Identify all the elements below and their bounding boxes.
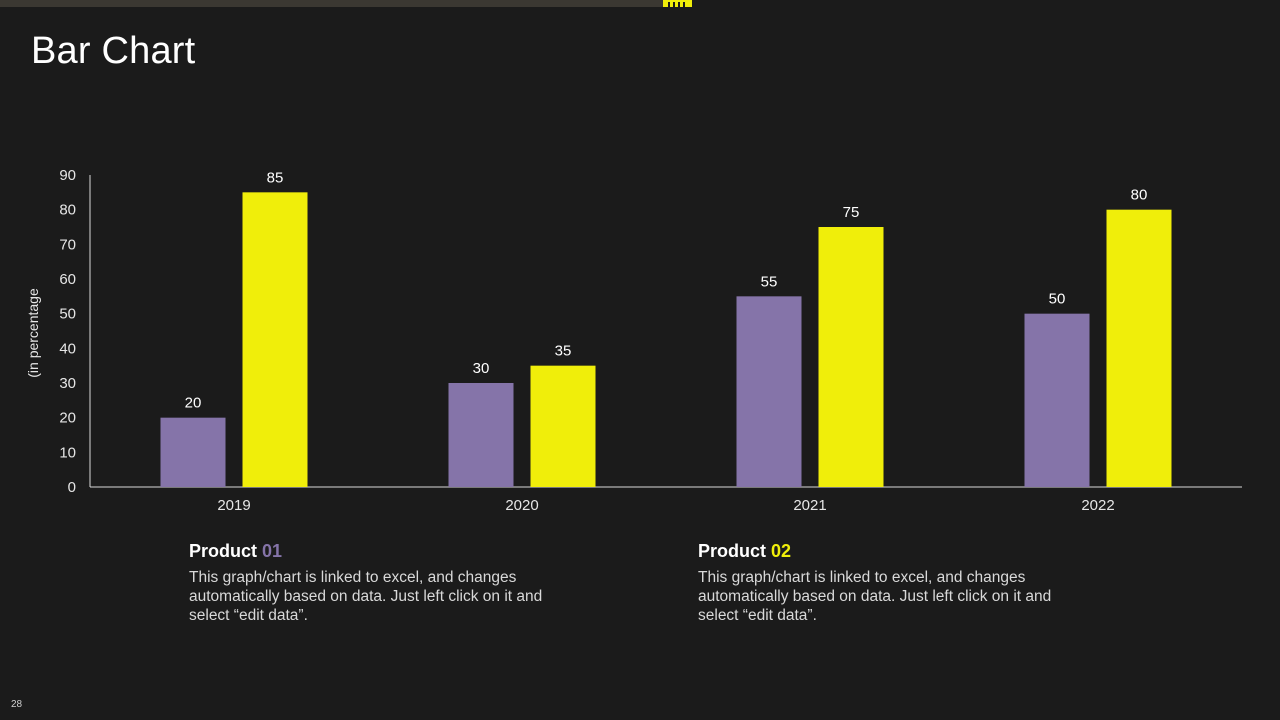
x-tick-label: 2020 [505,497,538,514]
x-tick-label: 2019 [217,497,250,514]
data-label: 50 [1049,291,1066,308]
y-tick-label: 90 [59,167,76,184]
data-label: 75 [843,204,860,221]
bar-product-01 [160,417,226,487]
y-tick-label: 10 [59,444,76,461]
y-tick-label: 70 [59,236,76,253]
product-02-description: This graph/chart is linked to excel, and… [698,569,1052,624]
product-01-number: 01 [262,541,283,561]
top-decorative-bar [0,0,663,7]
bar-product-01 [736,296,802,487]
x-tick-label: 2022 [1081,497,1114,514]
product-01-description: This graph/chart is linked to excel, and… [189,569,543,624]
bar-product-01 [448,383,514,487]
product-02-block: Product 02 This graph/chart is linked to… [698,541,1078,625]
bar-product-02 [530,365,596,487]
y-tick-label: 50 [59,306,76,323]
y-tick-label: 0 [68,479,76,496]
x-tick-label: 2021 [793,497,826,514]
data-label: 80 [1131,187,1148,204]
y-tick-label: 30 [59,375,76,392]
bar-product-02 [242,192,308,488]
data-label: 55 [761,273,778,290]
top-accent-stripes [668,2,687,7]
product-02-heading: Product 02 [698,541,1078,562]
bar-product-02 [818,227,884,487]
bar-product-02 [1106,209,1172,487]
y-tick-label: 80 [59,202,76,219]
data-label: 30 [473,360,490,377]
product-01-heading: Product 01 [189,541,569,562]
data-label: 20 [185,395,202,412]
slide-number: 28 [11,699,23,710]
y-axis-label: (in percentage [25,288,41,378]
y-tick-label: 60 [59,271,76,288]
product-02-number: 02 [771,541,792,561]
product-02-word: Product [698,541,767,561]
slide-title: Bar Chart [31,30,196,72]
bar-product-01 [1024,313,1090,487]
data-label: 35 [555,343,572,360]
y-tick-label: 20 [59,410,76,427]
data-label: 85 [267,169,284,186]
product-01-word: Product [189,541,258,561]
product-01-block: Product 01 This graph/chart is linked to… [189,541,569,625]
y-tick-label: 40 [59,340,76,357]
